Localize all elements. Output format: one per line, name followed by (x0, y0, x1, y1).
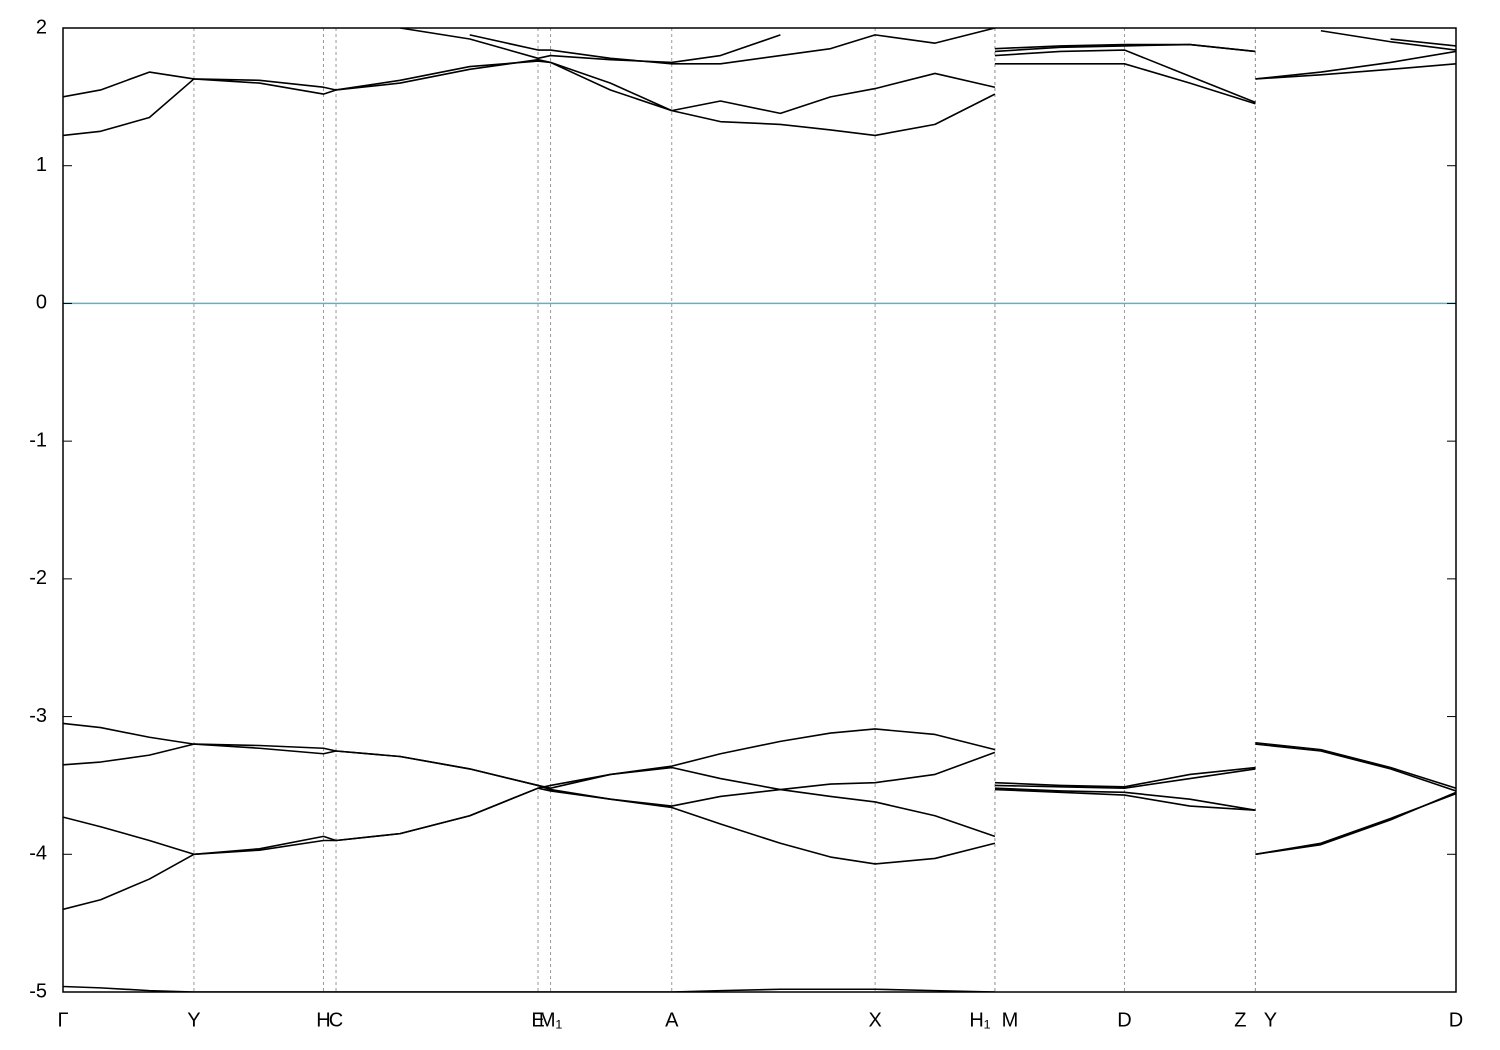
x-tick-label: M (1002, 1009, 1019, 1031)
x-tick-label: Z (1234, 1009, 1246, 1031)
plot-area (63, 28, 1456, 992)
y-tick-label: 0 (36, 292, 47, 314)
x-tick-label: H (316, 1009, 330, 1031)
x-tick-label: E (531, 1009, 544, 1031)
x-tick-label: Y (187, 1009, 200, 1031)
y-tick-label: -1 (29, 429, 47, 451)
x-tick-label: D (1117, 1009, 1131, 1031)
plot-frame (62, 27, 1457, 993)
x-tick-label: Γ (57, 1009, 68, 1031)
band-line (63, 985, 995, 992)
band-line (63, 49, 1456, 115)
band-line (63, 743, 1456, 807)
x-tick-label: D (1449, 1009, 1463, 1031)
y-tick-label: 2 (36, 16, 47, 38)
band-line (469, 28, 1456, 65)
band-line (63, 58, 1456, 137)
x-tick-label: C (329, 1009, 343, 1031)
x-tick-label: A (665, 1009, 679, 1031)
band-line (63, 787, 1456, 911)
x-tick-label: M₁ (539, 1009, 563, 1031)
x-tick-label: X (868, 1009, 881, 1031)
band-line (399, 28, 1456, 64)
band-line (63, 722, 1456, 789)
y-tick-label: -5 (29, 980, 47, 1002)
x-tick-label: Y (1264, 1009, 1277, 1031)
y-tick-label: -2 (29, 567, 47, 589)
x-tick-label: H₁ (969, 1009, 990, 1031)
y-tick-label: 1 (36, 154, 47, 176)
band-line (63, 766, 1456, 856)
y-tick-label: -4 (29, 843, 47, 865)
y-tick-label: -3 (29, 705, 47, 727)
